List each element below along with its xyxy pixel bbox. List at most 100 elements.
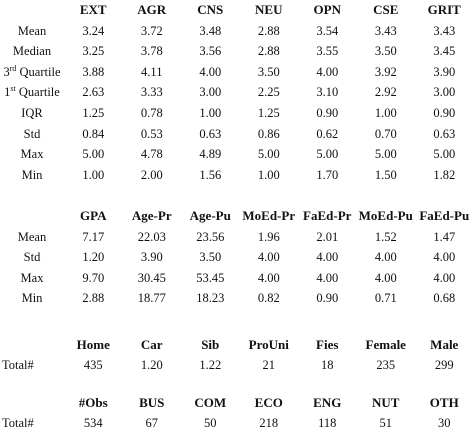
- row-label-suffix: rd: [9, 63, 17, 73]
- table-cell: 4.00: [199, 64, 222, 79]
- table-cell: 23.56: [196, 229, 225, 244]
- table-cell: 53.45: [196, 270, 225, 285]
- table-cell: 4.00: [257, 270, 280, 285]
- table-cell: 0.70: [374, 126, 397, 141]
- table-cell: 2.88: [257, 44, 280, 59]
- table-cell: 4.00: [257, 250, 280, 265]
- table-cell: 0.63: [433, 126, 456, 141]
- row-label-text: Quartile: [16, 64, 61, 79]
- table-row: Total# 534 67 50 218 118 51 30: [0, 413, 474, 434]
- table-cell: 3.54: [316, 23, 339, 38]
- table-cell: 3.55: [316, 44, 339, 59]
- table-cell: 1.50: [374, 167, 397, 182]
- table-cell: 0.71: [374, 291, 397, 306]
- table-cell: 3.43: [374, 23, 397, 38]
- row-label: Mean: [17, 23, 47, 38]
- table-cell: 0.82: [257, 291, 280, 306]
- table-cell: 1.20: [82, 250, 105, 265]
- table-row: Std 0.84 0.53 0.63 0.86 0.62 0.70 0.63: [0, 124, 474, 145]
- table-cell: 4.78: [140, 147, 163, 162]
- table-row: Mean 7.17 22.03 23.56 1.96 2.01 1.52 1.4…: [0, 227, 474, 248]
- counts-table-demographics: Home Car Sib ProUni Fies Female Male Tot…: [0, 334, 474, 376]
- table-cell: 30: [438, 416, 451, 430]
- table-cell: 2.01: [316, 229, 339, 244]
- table-cell: 2.00: [140, 167, 163, 182]
- table-cell: 7.17: [82, 229, 105, 244]
- table-cell: 0.53: [140, 126, 163, 141]
- table-cell: 2.88: [257, 23, 280, 38]
- column-header: FaEd-Pu: [419, 208, 470, 223]
- column-header: CNS: [197, 2, 224, 17]
- table-cell: 0.63: [199, 126, 222, 141]
- table-cell: 18: [321, 358, 334, 372]
- corner-cell: [0, 0, 64, 21]
- table-row: Std 1.20 3.90 3.50 4.00 4.00 4.00 4.00: [0, 247, 474, 268]
- row-label: 3rd Quartile: [0, 62, 64, 83]
- header-row: #Obs BUS COM ECO ENG NUT OTH: [0, 392, 474, 413]
- table-cell: 4.00: [374, 270, 397, 285]
- column-header: NEU: [255, 2, 283, 17]
- table-row: IQR 1.25 0.78 1.00 1.25 0.90 1.00 0.90: [0, 103, 474, 124]
- table-cell: 5.00: [316, 147, 339, 162]
- table-row: Mean 3.24 3.72 3.48 2.88 3.54 3.43 3.43: [0, 21, 474, 42]
- row-label: Max: [20, 270, 44, 285]
- row-label: IQR: [21, 105, 43, 120]
- corner-cell: [0, 392, 64, 413]
- row-label: 1st Quartile: [0, 82, 64, 103]
- column-header: OTH: [429, 395, 459, 410]
- row-label-suffix: st: [10, 84, 16, 94]
- table-cell: 3.92: [374, 64, 397, 79]
- column-header: Sib: [201, 337, 220, 352]
- column-header: Car: [140, 337, 163, 352]
- table-cell: 3.25: [82, 44, 105, 59]
- table-cell: 1.47: [433, 229, 456, 244]
- column-header: ECO: [254, 395, 283, 410]
- header-row: GPA Age-Pr Age-Pu MoEd-Pr FaEd-Pr MoEd-P…: [0, 206, 474, 227]
- table-cell: 4.89: [199, 147, 222, 162]
- table-cell: 0.90: [433, 105, 456, 120]
- table-row: 1st Quartile 2.63 3.33 3.00 2.25 3.10 2.…: [0, 82, 474, 103]
- column-header: Home: [76, 337, 110, 352]
- table-cell: 3.00: [199, 85, 222, 100]
- row-label: Min: [21, 291, 43, 306]
- table-cell: 5.00: [257, 147, 280, 162]
- table-cell: 3.90: [140, 250, 163, 265]
- row-label-ordinal: 3: [3, 64, 10, 79]
- table-cell: 1.00: [257, 167, 280, 182]
- column-header: #Obs: [78, 395, 108, 410]
- table-cell: 3.50: [199, 250, 222, 265]
- row-label: Std: [23, 126, 41, 141]
- row-label-ordinal: 1: [4, 85, 11, 100]
- table-cell: 22.03: [137, 229, 166, 244]
- table-cell: 534: [83, 416, 103, 430]
- table-row: Max 9.70 30.45 53.45 4.00 4.00 4.00 4.00: [0, 268, 474, 289]
- column-header: EXT: [79, 2, 107, 17]
- column-header: ProUni: [248, 337, 289, 352]
- table-cell: 3.45: [433, 44, 456, 59]
- column-header: MoEd-Pu: [358, 208, 413, 223]
- table-cell: 2.63: [82, 85, 105, 100]
- counts-table-majors: #Obs BUS COM ECO ENG NUT OTH Total# 534 …: [0, 392, 474, 434]
- table-cell: 1.52: [374, 229, 397, 244]
- table-cell: 1.70: [316, 167, 339, 182]
- table-cell: 3.10: [316, 85, 339, 100]
- column-header: MoEd-Pr: [242, 208, 296, 223]
- corner-cell: [0, 206, 64, 227]
- column-header: Female: [365, 337, 406, 352]
- table-cell: 21: [262, 358, 276, 372]
- table-cell: 3.88: [82, 64, 105, 79]
- table-cell: 9.70: [82, 270, 105, 285]
- row-label: Std: [23, 250, 41, 265]
- table-cell: 1.96: [257, 229, 280, 244]
- row-label: Median: [12, 44, 52, 59]
- table-cell: 5.00: [433, 147, 456, 162]
- table-cell: 0.78: [140, 105, 163, 120]
- row-label: Total#: [2, 416, 34, 430]
- column-header: Age-Pu: [189, 208, 231, 223]
- column-header: Age-Pr: [131, 208, 172, 223]
- table-row: Min 2.88 18.77 18.23 0.82 0.90 0.71 0.68: [0, 288, 474, 309]
- table-cell: 1.00: [374, 105, 397, 120]
- table-cell: 3.00: [433, 85, 456, 100]
- column-header: Fies: [316, 337, 339, 352]
- table-row: Max 5.00 4.78 4.89 5.00 5.00 5.00 5.00: [0, 144, 474, 165]
